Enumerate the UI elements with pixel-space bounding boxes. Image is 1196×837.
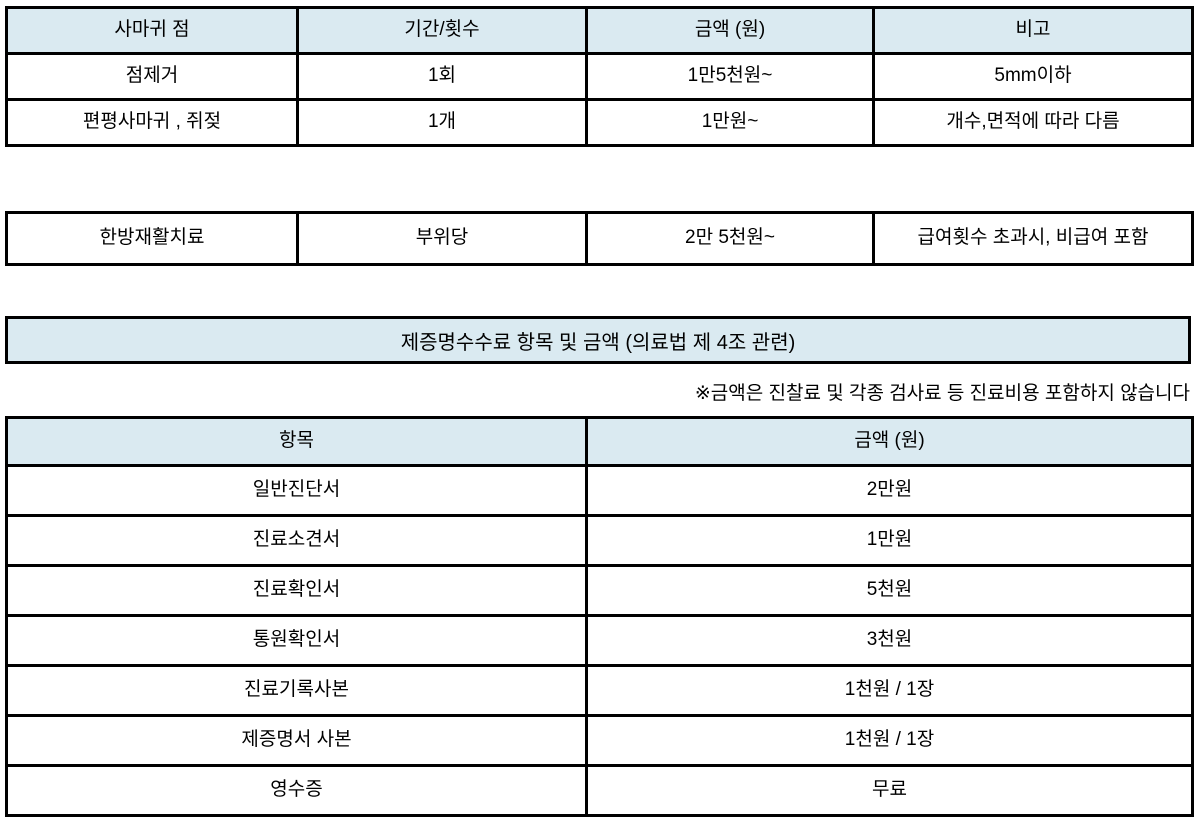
cell-procedure: 한방재활치료 xyxy=(5,211,299,266)
table-row: 한방재활치료 부위당 2만 5천원~ 급여횟수 초과시, 비급여 포함 xyxy=(5,211,1194,266)
certificate-section-title-text: 제증명수수료 항목 및 금액 (의료법 제 4조 관련) xyxy=(400,331,796,354)
table-row: 편평사마귀 , 쥐젖 1개 1만원~ 개수,면적에 따라 다름 xyxy=(5,98,1194,147)
cell-duration: 부위당 xyxy=(296,211,588,266)
column-header-amount: 금액 (원) xyxy=(585,416,1194,467)
certificate-fee-table: 항목 금액 (원) 일반진단서 2만원 진료소견서 1만원 진료확인서 5천원 … xyxy=(5,416,1194,817)
table-row: 일반진단서 2만원 xyxy=(5,464,1194,517)
cell-amount: 2만원 xyxy=(585,464,1194,517)
cell-amount: 3천원 xyxy=(585,614,1194,667)
column-header-remarks: 비고 xyxy=(872,6,1194,55)
cell-item: 진료기록사본 xyxy=(5,664,588,717)
cell-amount: 1천원 / 1장 xyxy=(585,664,1194,717)
cell-item: 제증명서 사본 xyxy=(5,714,588,767)
cell-duration: 1개 xyxy=(296,98,588,147)
cell-remarks: 개수,면적에 따라 다름 xyxy=(872,98,1194,147)
cell-item: 진료확인서 xyxy=(5,564,588,617)
cell-item: 일반진단서 xyxy=(5,464,588,517)
table-row: 진료확인서 5천원 xyxy=(5,564,1194,617)
cell-amount: 1만원~ xyxy=(585,98,875,147)
cell-amount: 5천원 xyxy=(585,564,1194,617)
column-header-procedure: 사마귀 점 xyxy=(5,6,299,55)
table-row: 진료소견서 1만원 xyxy=(5,514,1194,567)
cell-amount: 1천원 / 1장 xyxy=(585,714,1194,767)
column-header-amount: 금액 (원) xyxy=(585,6,875,55)
cell-duration: 1회 xyxy=(296,52,588,101)
cell-remarks: 급여횟수 초과시, 비급여 포함 xyxy=(872,211,1194,266)
column-header-item: 항목 xyxy=(5,416,588,467)
cell-procedure: 편평사마귀 , 쥐젖 xyxy=(5,98,299,147)
table-header-row: 사마귀 점 기간/횟수 금액 (원) 비고 xyxy=(5,6,1194,55)
table-row: 제증명서 사본 1천원 / 1장 xyxy=(5,714,1194,767)
certificate-section-note: ※금액은 진찰료 및 각종 검사료 등 진료비용 포함하지 않습니다 xyxy=(694,383,1190,404)
table-row: 점제거 1회 1만5천원~ 5mm이하 xyxy=(5,52,1194,101)
column-header-duration: 기간/횟수 xyxy=(296,6,588,55)
cell-procedure: 점제거 xyxy=(5,52,299,101)
cell-item: 진료소견서 xyxy=(5,514,588,567)
cell-amount: 2만 5천원~ xyxy=(585,211,875,266)
cell-amount: 1만5천원~ xyxy=(585,52,875,101)
cell-item: 영수증 xyxy=(5,764,588,817)
cell-amount: 무료 xyxy=(585,764,1194,817)
certificate-section-title: 제증명수수료 항목 및 금액 (의료법 제 4조 관련) xyxy=(5,316,1191,364)
oriental-rehab-price-table: 한방재활치료 부위당 2만 5천원~ 급여횟수 초과시, 비급여 포함 xyxy=(5,211,1194,266)
cell-remarks: 5mm이하 xyxy=(872,52,1194,101)
table-header-row: 항목 금액 (원) xyxy=(5,416,1194,467)
table-row: 통원확인서 3천원 xyxy=(5,614,1194,667)
table-row: 영수증 무료 xyxy=(5,764,1194,817)
table-row: 진료기록사본 1천원 / 1장 xyxy=(5,664,1194,717)
cell-item: 통원확인서 xyxy=(5,614,588,667)
warts-price-table: 사마귀 점 기간/횟수 금액 (원) 비고 점제거 1회 1만5천원~ 5mm이… xyxy=(5,6,1194,147)
cell-amount: 1만원 xyxy=(585,514,1194,567)
